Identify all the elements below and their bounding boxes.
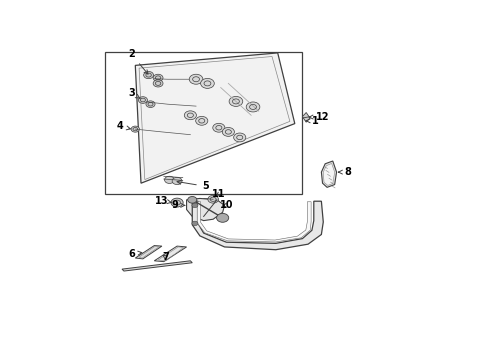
Circle shape xyxy=(200,78,214,89)
Circle shape xyxy=(188,197,197,203)
Circle shape xyxy=(196,116,208,125)
Circle shape xyxy=(144,72,153,79)
Polygon shape xyxy=(122,261,192,271)
Circle shape xyxy=(146,101,155,108)
Circle shape xyxy=(153,80,163,87)
Text: 8: 8 xyxy=(338,167,351,177)
Circle shape xyxy=(184,111,196,120)
Text: 3: 3 xyxy=(128,88,140,98)
Circle shape xyxy=(153,74,163,81)
Circle shape xyxy=(138,97,147,103)
Circle shape xyxy=(189,74,203,84)
Text: 10: 10 xyxy=(220,201,233,210)
Polygon shape xyxy=(187,198,224,221)
Text: 11: 11 xyxy=(212,189,225,199)
Circle shape xyxy=(217,213,229,222)
Polygon shape xyxy=(321,161,337,187)
Text: 4: 4 xyxy=(117,121,130,131)
Circle shape xyxy=(234,133,246,142)
Circle shape xyxy=(208,195,219,203)
Text: 6: 6 xyxy=(128,249,142,259)
Circle shape xyxy=(165,176,174,184)
Polygon shape xyxy=(197,202,311,242)
Circle shape xyxy=(192,203,198,208)
Text: 2: 2 xyxy=(128,49,148,74)
Polygon shape xyxy=(192,201,323,250)
Polygon shape xyxy=(135,246,162,259)
Circle shape xyxy=(131,126,140,132)
Polygon shape xyxy=(302,112,310,122)
Circle shape xyxy=(246,102,260,112)
Circle shape xyxy=(213,123,225,132)
Polygon shape xyxy=(154,246,187,262)
Circle shape xyxy=(171,198,183,207)
Text: 1: 1 xyxy=(306,116,318,126)
Text: 9: 9 xyxy=(172,201,185,210)
Text: 12: 12 xyxy=(309,112,329,122)
Text: 13: 13 xyxy=(155,195,172,206)
Polygon shape xyxy=(323,163,335,185)
Circle shape xyxy=(192,221,198,226)
Circle shape xyxy=(222,127,234,136)
Circle shape xyxy=(172,177,182,185)
Polygon shape xyxy=(135,53,295,183)
Text: 7: 7 xyxy=(162,252,169,262)
Text: 5: 5 xyxy=(177,180,209,191)
Circle shape xyxy=(229,96,243,107)
